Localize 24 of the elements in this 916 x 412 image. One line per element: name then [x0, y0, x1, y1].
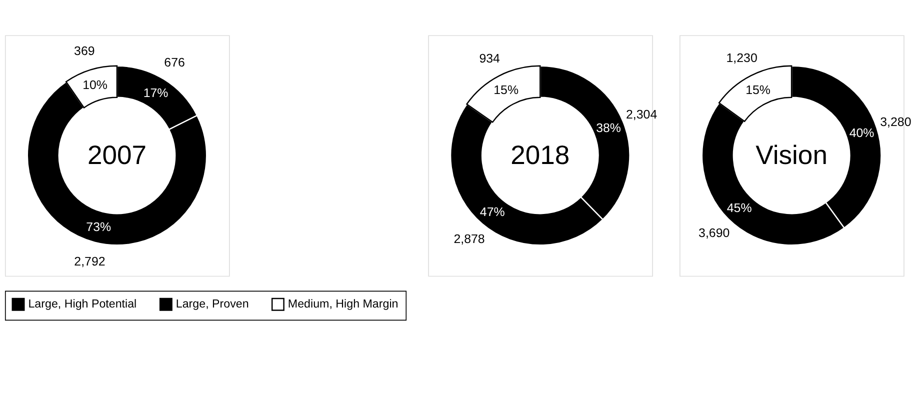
text: 10%: [82, 78, 108, 92]
data-label: 3,690: [698, 226, 730, 240]
text: 15%: [494, 83, 519, 98]
text: 45%: [726, 200, 752, 215]
text: 73%: [86, 220, 112, 234]
text: 2007: [87, 140, 147, 170]
text: 2018: [510, 140, 570, 170]
data-label: 934: [479, 52, 500, 66]
text: Vision: [756, 140, 828, 170]
text: 47%: [480, 204, 505, 219]
legend-label: Medium, High Margin: [288, 298, 398, 311]
data-label: 676: [164, 55, 186, 70]
data-label: 1,230: [726, 51, 758, 66]
text: 38%: [596, 120, 621, 135]
text: 15%: [746, 82, 770, 97]
data-label: 3,280: [880, 114, 912, 129]
text: 17%: [143, 86, 168, 100]
data-label: 2,878: [454, 232, 485, 246]
data-label: 369: [74, 44, 95, 58]
legend-label: Large, High Potential: [28, 298, 137, 311]
data-label: 2,304: [626, 107, 658, 122]
data-label: 2,792: [74, 254, 106, 269]
legend-label: Large, Proven: [176, 298, 249, 311]
text: 40%: [849, 126, 874, 140]
